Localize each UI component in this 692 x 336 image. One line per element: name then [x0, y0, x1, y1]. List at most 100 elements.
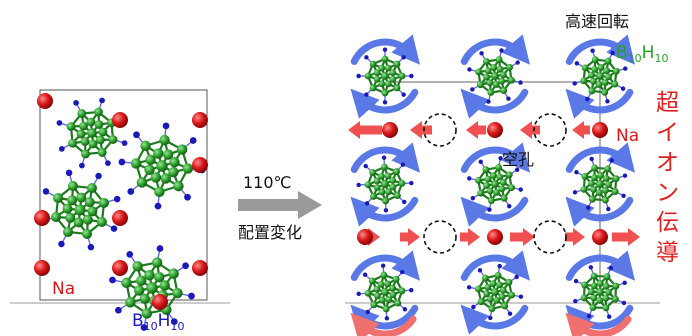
conduction-arrow: [400, 228, 420, 246]
boron-atom: [604, 57, 612, 65]
boron-atom: [378, 64, 386, 72]
boron-atom: [597, 64, 605, 71]
hydrogen-atom: [610, 50, 615, 56]
boron-atom: [394, 192, 401, 199]
sodium-ion: [192, 157, 208, 173]
boron-atom: [477, 189, 485, 197]
boron-atom: [484, 283, 492, 291]
boron-atom: [381, 180, 389, 188]
boron-atom: [483, 182, 491, 189]
boron-atom: [132, 261, 143, 272]
boron-atom: [81, 149, 90, 159]
vacancy-site: [423, 113, 457, 147]
hydrogen-atom: [486, 99, 491, 104]
boron-atom: [51, 212, 62, 223]
boron-atom: [591, 65, 599, 73]
boron-atom: [500, 71, 507, 79]
conduction-arrow: [466, 121, 486, 139]
boron-atom: [65, 212, 76, 223]
left-sodium-ions: [34, 93, 208, 310]
vacancy-site: [423, 220, 457, 254]
boron-atom: [394, 299, 402, 307]
boron-atom: [398, 179, 406, 187]
boron-atom: [86, 117, 96, 127]
boron-atom: [381, 288, 389, 296]
transition-arrow: [238, 191, 322, 219]
boron-atom: [483, 290, 491, 298]
boron-atom: [491, 72, 499, 80]
sodium-ion: [592, 229, 608, 245]
boron-atom: [373, 292, 381, 300]
hydrogen-atom: [382, 100, 388, 105]
boron-atom: [506, 63, 514, 71]
hydrogen-atom: [620, 86, 626, 91]
boron-atom: [602, 187, 609, 194]
rotation-arrow: [350, 88, 419, 119]
hydrogen-atom: [477, 268, 483, 273]
conduction-arrow: [348, 121, 382, 139]
boron-atom: [380, 163, 388, 171]
boron-atom: [389, 75, 397, 83]
hydrogen-atom: [79, 162, 85, 169]
boron-atom: [588, 71, 595, 79]
rotation-arrow: [565, 142, 636, 173]
boron-atom: [168, 268, 179, 279]
boron-atom: [67, 181, 78, 192]
boron-atom: [500, 87, 508, 95]
rotation-arrow: [350, 312, 417, 336]
boron-atom: [590, 186, 597, 193]
boron-atom: [611, 80, 619, 88]
boron-atom: [156, 160, 168, 172]
hydrogen-atom: [606, 314, 612, 319]
hydrogen-atom: [105, 160, 111, 167]
hydrogen-atom: [470, 196, 476, 201]
vacancy-site: [533, 113, 567, 147]
boron-atom: [384, 80, 392, 88]
b10h10-cluster: [467, 156, 523, 212]
rotation-arrow: [460, 142, 531, 173]
right-b10h10-label: B10H10: [616, 43, 668, 65]
hydrogen-atom: [401, 92, 406, 97]
boron-atom: [130, 158, 142, 169]
boron-atom: [168, 166, 179, 178]
hydrogen-atom: [110, 225, 118, 232]
boron-atom: [603, 67, 611, 75]
hydrogen-atom: [518, 187, 523, 192]
hydrogen-atom: [154, 202, 162, 210]
hydrogen-atom: [409, 287, 414, 293]
boron-atom: [381, 55, 389, 63]
boron-atom: [489, 280, 497, 288]
hydrogen-atom: [518, 294, 524, 299]
boron-atom: [590, 294, 598, 302]
hydrogen-atom: [514, 167, 520, 172]
right-na-label: Na: [616, 126, 639, 146]
sodium-ion: [37, 93, 53, 109]
boron-atom: [496, 65, 504, 73]
boron-atom: [393, 84, 401, 92]
boron-atom: [86, 183, 97, 194]
b10h10-cluster: [356, 155, 414, 213]
b10h10-cluster: [467, 48, 523, 104]
boron-atom: [498, 293, 506, 301]
hydrogen-atom: [573, 298, 578, 304]
conduction-arrow: [510, 228, 535, 246]
boron-atom: [493, 188, 500, 196]
boron-atom: [74, 204, 86, 216]
boron-atom: [382, 197, 390, 205]
hydrogen-atom: [409, 180, 414, 186]
rotation-arrow: [565, 34, 636, 65]
boron-atom: [482, 166, 490, 174]
boron-atom: [146, 282, 158, 294]
b10h10-cluster: [573, 265, 627, 319]
boron-atom: [491, 288, 499, 296]
boron-atom: [53, 193, 64, 204]
conduction-paths: [348, 113, 640, 254]
boron-atom: [68, 138, 77, 148]
boron-atom: [384, 172, 392, 180]
boron-atom: [96, 216, 107, 227]
boron-atom: [486, 295, 494, 303]
b10h10-cluster: [356, 47, 414, 105]
boron-atom: [84, 197, 95, 208]
boron-atom: [125, 297, 136, 308]
hydrogen-atom: [467, 67, 472, 72]
